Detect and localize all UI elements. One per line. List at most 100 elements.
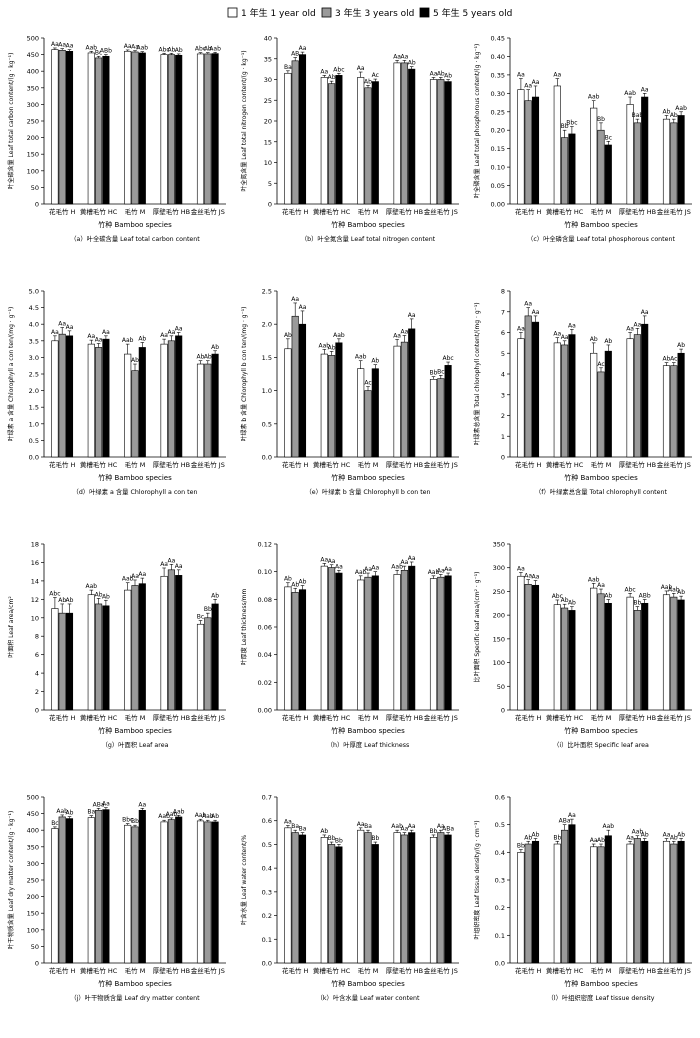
bar (65, 818, 74, 964)
y-tick-label: 2.0 (262, 321, 272, 329)
significance-label: Aa (641, 86, 649, 93)
bar (357, 579, 365, 711)
significance-label: Aa (524, 83, 532, 90)
significance-label: Ab (320, 828, 328, 835)
significance-label: Aa (408, 555, 416, 562)
significance-label: Aab (675, 105, 687, 112)
bar (95, 347, 103, 458)
bar (408, 832, 416, 964)
bar (568, 133, 576, 205)
significance-label: Bc (605, 134, 612, 141)
bar (626, 596, 634, 711)
y-tick-label: 450 (27, 51, 39, 59)
bar (131, 370, 139, 458)
significance-label: Aa (160, 561, 168, 568)
y-tick-label: 0.5 (262, 420, 272, 428)
bar (102, 338, 110, 458)
x-tick-label: 黄槽毛竹 HC (546, 966, 584, 975)
bar (131, 826, 139, 964)
significance-label: Aab (603, 823, 615, 830)
bar (124, 50, 132, 205)
chart-caption: （j）叶干物质含量 Leaf dry matter content (70, 993, 200, 1002)
x-axis-label: 竹种 Bamboo species (98, 979, 172, 988)
significance-label: Ab (175, 47, 183, 54)
chart-svg-8: 0.00 0.02 0.04 0.06 0.08 0.10 0.12 叶厚度 Leaf thi… (240, 541, 459, 749)
y-tick-label: 2 (35, 688, 39, 696)
x-tick-label: 厚壁毛竹 HB (619, 713, 656, 722)
significance-label: Abc (442, 355, 453, 362)
significance-label: Aa (102, 801, 110, 808)
bar (328, 83, 336, 205)
y-tick-label: 0.6 (495, 794, 505, 802)
significance-label: Aab (661, 584, 673, 591)
y-tick-label: 0 (501, 707, 505, 715)
x-tick-label: 厚壁毛竹 HB (153, 713, 190, 722)
significance-label: Aab (319, 342, 331, 349)
bar (531, 840, 540, 964)
bar (298, 589, 307, 711)
x-tick-label: 毛竹 M (358, 460, 379, 469)
bar (335, 846, 343, 964)
chart-svg-11: 0.0 0.1 0.2 0.3 0.4 0.5 0.6 0.7 叶含水量 Leaf water … (240, 794, 459, 1002)
x-tick-label: 黄槽毛竹 HC (546, 460, 584, 469)
significance-label: Ab (590, 336, 598, 343)
significance-label: Bb (371, 835, 379, 842)
significance-label: Abc (624, 586, 635, 593)
significance-label: Ab (604, 592, 612, 599)
chart-caption: （i）比叶面积 Specific leaf area (553, 740, 649, 749)
significance-label: Aab (355, 354, 367, 361)
bar (393, 62, 401, 205)
y-tick-label: 5.0 (29, 288, 39, 296)
legend-swatch-5-years (419, 7, 430, 18)
y-tick-label: 50 (31, 184, 39, 192)
bar (95, 603, 103, 711)
bar (51, 49, 59, 205)
y-tick-label: 4.5 (29, 304, 39, 312)
significance-label: Bc (51, 820, 58, 827)
bar (400, 62, 408, 205)
y-axis-label: 比叶面积 Specific leaf area/(cm² · g⁻¹) (473, 572, 481, 683)
y-tick-label: 0.05 (491, 182, 505, 190)
y-tick-label: 0.0 (262, 960, 272, 968)
x-tick-label: 毛竹 M (125, 713, 146, 722)
bar (204, 363, 212, 458)
bar (517, 852, 525, 964)
bar (662, 594, 671, 711)
y-tick-label: 2.5 (29, 371, 39, 379)
chart-panel-11: 0.0 0.1 0.2 0.3 0.4 0.5 0.6 0.7 叶含水量 Leaf water … (233, 785, 466, 1038)
significance-label: Aa (641, 309, 649, 316)
significance-label: Aa (568, 322, 576, 329)
significance-label: Aa (517, 72, 525, 79)
significance-label: Bb (131, 818, 139, 825)
x-tick-label: 厚壁毛竹 HB (619, 207, 656, 216)
x-tick-label: 黄槽毛竹 HC (80, 713, 118, 722)
bar (320, 565, 328, 711)
chart-caption: （d）叶绿素 a 含量 Chlorophyll a con ten (73, 487, 198, 496)
bar (364, 576, 372, 711)
x-tick-label: 花毛竹 H (282, 460, 309, 469)
significance-label: Ab (670, 112, 678, 119)
y-tick-label: 100 (27, 167, 39, 175)
significance-label: Aa (626, 326, 634, 333)
chart-svg-4: 0.0 0.5 1.0 1.5 2.0 2.5 3.0 3.5 4.0 4.5 5.0 叶绿素 a 含… (7, 288, 226, 496)
bar (298, 834, 307, 964)
bar (626, 843, 634, 964)
bar (400, 569, 408, 711)
significance-label: ABb (639, 592, 651, 599)
bar (167, 819, 175, 964)
significance-label: Ab (568, 600, 576, 607)
bar (65, 612, 74, 711)
bar (87, 594, 95, 711)
bar (400, 834, 408, 964)
x-tick-label: 花毛竹 H (49, 460, 76, 469)
bar (662, 840, 671, 964)
y-tick-label: 300 (27, 101, 39, 109)
bar (124, 589, 132, 711)
y-tick-label: 25 (264, 97, 272, 105)
significance-label: Ac (597, 361, 604, 368)
significance-label: Aa (597, 582, 605, 589)
significance-label: Abc (195, 46, 206, 53)
significance-label: Aab (355, 569, 367, 576)
legend-label-3-years: 3 年生 3 years old (335, 7, 414, 19)
bar (393, 574, 401, 711)
